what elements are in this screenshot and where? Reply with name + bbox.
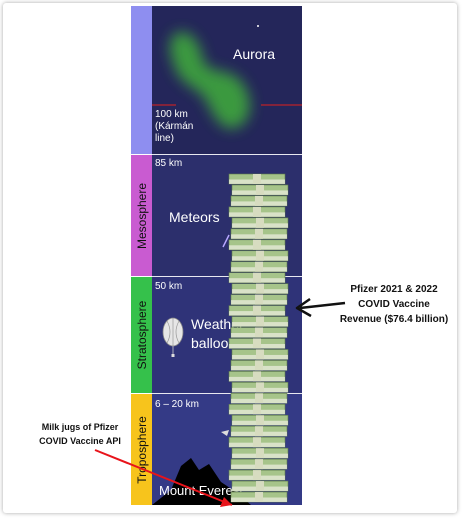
cash-bundle [228, 436, 286, 448]
divider-troposphere [152, 393, 302, 394]
thermosphere-band [131, 6, 152, 154]
meteor-streak [222, 234, 230, 248]
money-stack [228, 173, 289, 503]
cash-bundle [230, 393, 288, 404]
aurora-glow [152, 25, 302, 129]
cash-bundle [231, 447, 289, 459]
cash-bundle [230, 327, 288, 338]
cash-bundle [228, 239, 286, 251]
weather-balloon-icon [162, 317, 184, 357]
cash-bundle [228, 371, 286, 382]
cash-bundle [231, 250, 289, 262]
cash-bundle [228, 206, 286, 218]
cash-bundle [230, 360, 288, 371]
cash-bundle [228, 338, 286, 349]
cash-bundle [230, 195, 288, 207]
cash-bundle [228, 403, 286, 415]
cash-bundle [231, 217, 289, 229]
cash-bundle [231, 184, 289, 196]
cash-bundle [230, 491, 288, 503]
revenue-annotation: Pfizer 2021 & 2022 COVID Vaccine Revenue… [339, 284, 449, 325]
meteors-label: Meteors [169, 209, 220, 225]
milk-jugs-annotation: Milk jugs of Pfizer COVID Vaccine API [39, 422, 121, 446]
cash-bundle [231, 283, 289, 294]
weather-balloon-label: Weather balloon [191, 316, 244, 351]
cash-bundle [231, 480, 289, 492]
cash-bundle [231, 414, 289, 426]
thermosphere-layer: Aurora 100 km (Kármán line) [131, 6, 302, 154]
troposphere-altitude: 6 – 20 km [155, 399, 199, 410]
cash-bundle [231, 382, 289, 393]
cash-bundle [230, 228, 288, 240]
cash-bundle [231, 316, 289, 327]
mesosphere-altitude: 85 km [155, 158, 183, 169]
stratosphere-band: Stratosphere [131, 277, 152, 393]
karman-line-altitude: 100 km (Kármán line) [155, 109, 194, 144]
cash-bundle [230, 458, 288, 470]
cash-bundle [228, 173, 286, 185]
atmosphere-diagram: Aurora 100 km (Kármán line) Mesosphere 8… [131, 6, 302, 505]
cash-bundle [230, 294, 288, 305]
cash-bundle [228, 272, 286, 283]
stratosphere-altitude: 50 km [155, 281, 183, 292]
divider-50km [152, 276, 302, 277]
cash-bundle [230, 261, 288, 273]
cash-bundle [228, 305, 286, 316]
cash-bundle [228, 469, 286, 481]
aurora-label: Aurora [233, 46, 276, 62]
cash-bundle [231, 349, 289, 360]
cash-bundle [230, 425, 288, 437]
divider-85km [152, 154, 302, 155]
mesosphere-band: Mesosphere [131, 155, 152, 276]
